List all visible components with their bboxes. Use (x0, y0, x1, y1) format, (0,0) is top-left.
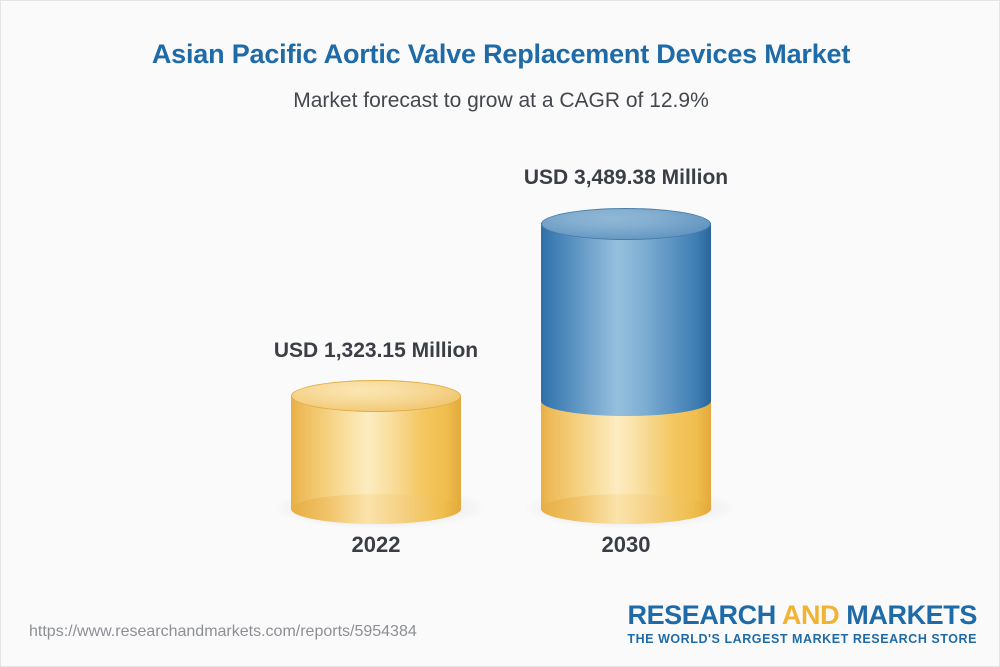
bar-2022-top-cap (291, 380, 461, 412)
bar-2030-segment-junction (541, 386, 711, 416)
page-subtitle: Market forecast to grow at a CAGR of 12.… (293, 89, 709, 112)
brand-logo-and: AND (781, 600, 847, 630)
brand-logo-research: RESEARCH (627, 600, 782, 630)
brand-logo-markets: MARKETS (846, 600, 977, 630)
value-label-2022: USD 1,323.15 Million (273, 339, 479, 362)
bar-2030-bottom-cap (541, 494, 711, 524)
page-title: Asian Pacific Aortic Valve Replacement D… (151, 39, 851, 69)
bar-2030-upper-segment (541, 223, 711, 401)
brand-tagline: THE WORLD'S LARGEST MARKET RESEARCH STOR… (627, 632, 977, 647)
category-label-2022: 2022 (351, 532, 401, 557)
bar-2022-bottom-cap (291, 494, 461, 524)
report-url[interactable]: https://www.researchandmarkets.com/repor… (29, 623, 417, 640)
brand-logo[interactable]: RESEARCH AND MARKETS THE WORLD'S LARGEST… (627, 601, 977, 647)
category-label-2030: 2030 (601, 532, 651, 557)
brand-logo-wordmark: RESEARCH AND MARKETS (627, 601, 977, 629)
bar-2022-body (291, 396, 461, 509)
value-label-2030: USD 3,489.38 Million (523, 166, 729, 189)
bar-2030-top-cap (541, 208, 711, 240)
